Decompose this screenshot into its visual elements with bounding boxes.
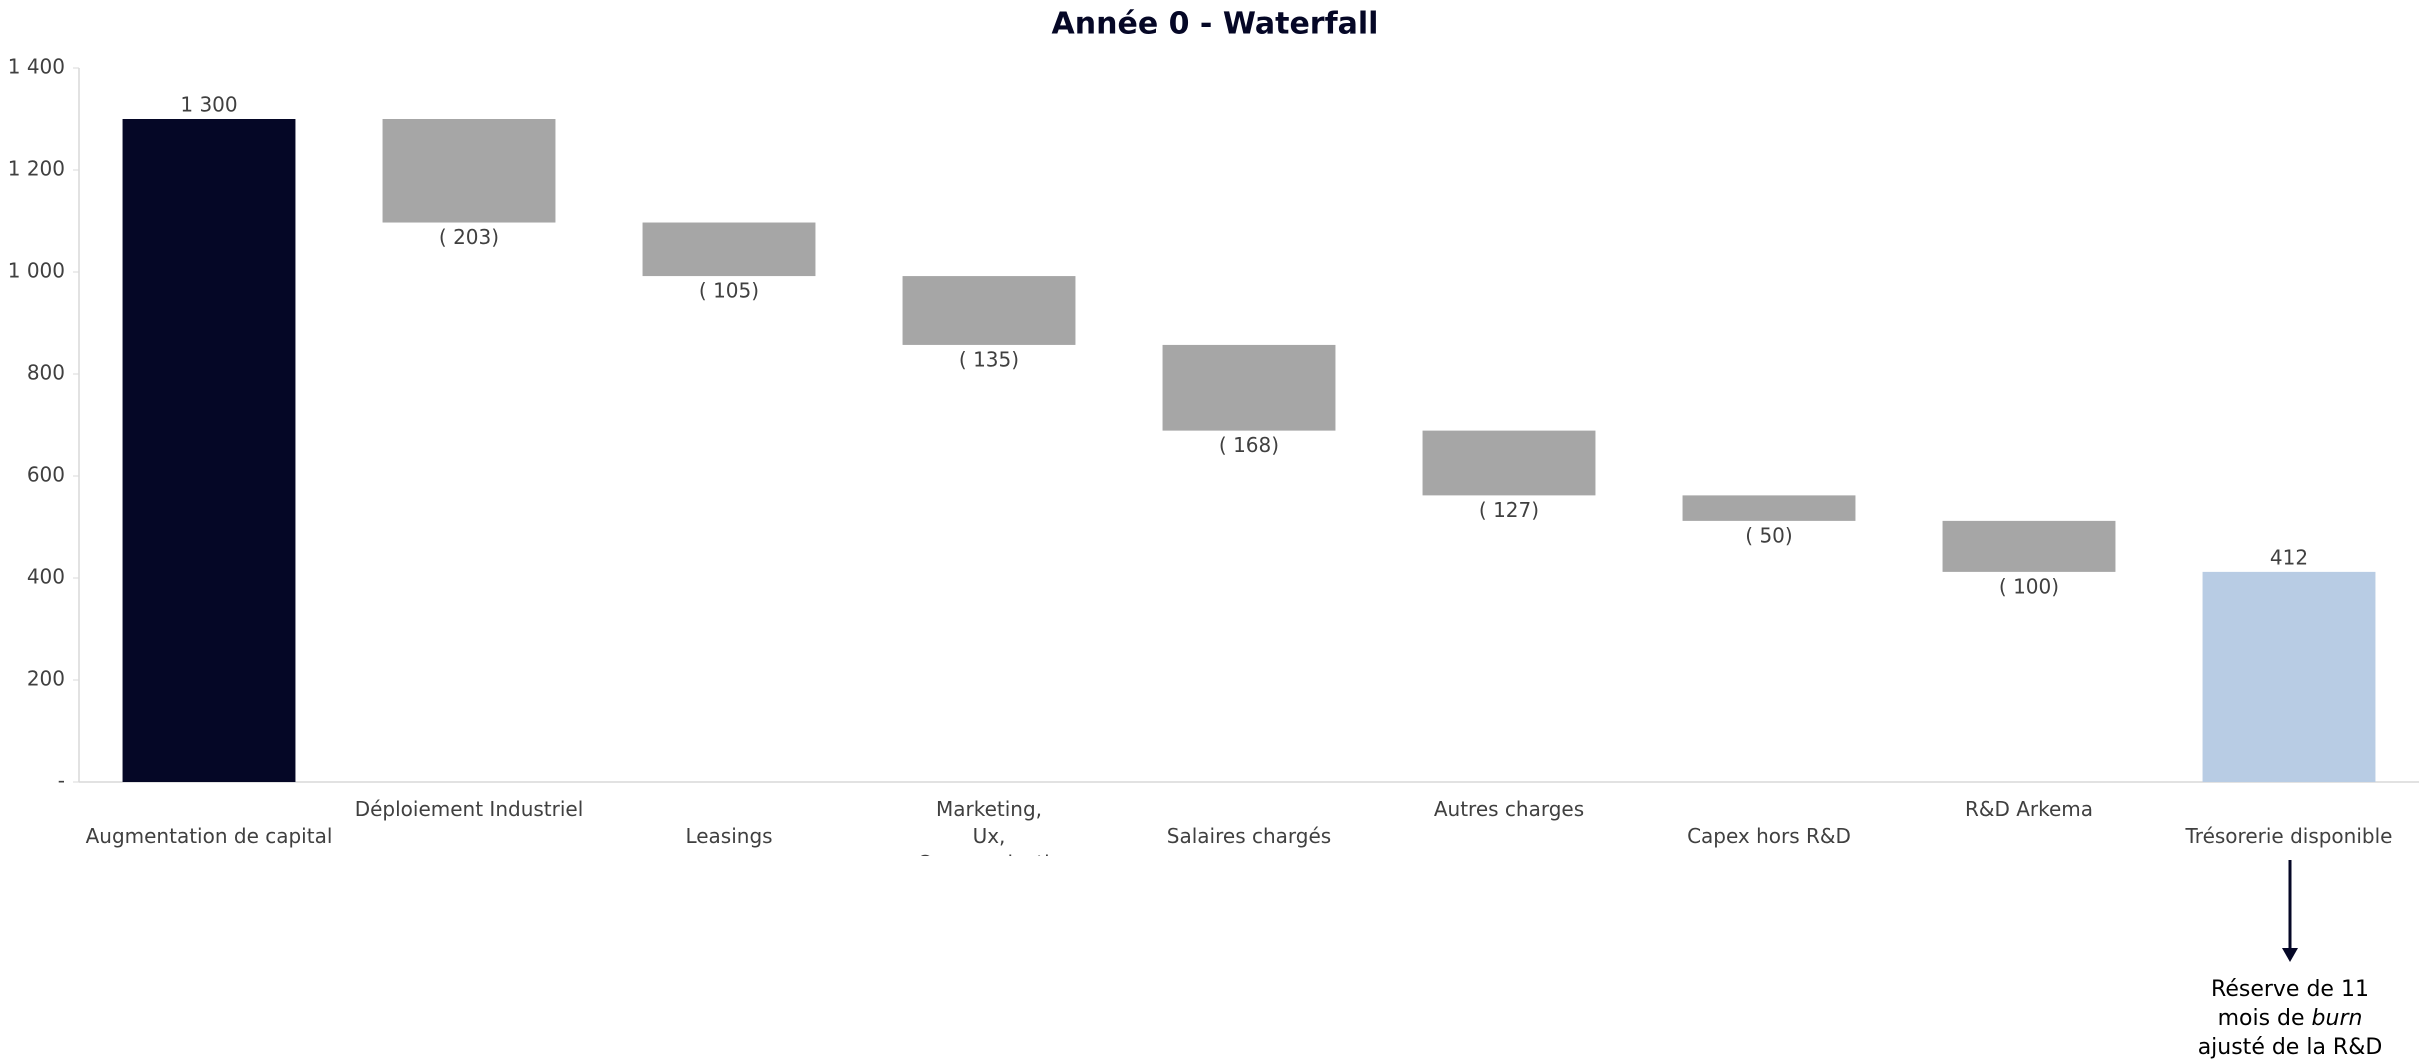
bar xyxy=(1942,520,2116,572)
x-tick-label: Marketing, Ux, Communication xyxy=(917,797,1075,856)
bar xyxy=(382,119,556,223)
x-tick-label: Capex hors R&D xyxy=(1687,824,1851,848)
y-tick-label: 1 200 xyxy=(8,157,65,181)
y-tick-label: 800 xyxy=(27,361,65,385)
x-tick-label-box: Trésorerie disponible xyxy=(2185,824,2393,848)
x-tick-label: Augmentation de capital xyxy=(85,824,333,848)
x-tick-label: Salaires chargés xyxy=(1166,824,1332,848)
x-tick-label-box: R&D Arkema xyxy=(1964,797,2094,821)
annotation-line: Réserve de 11 xyxy=(2211,977,2369,1002)
x-tick-label: Déploiement Industriel xyxy=(354,797,584,821)
value-label: ( 100) xyxy=(1999,574,2059,598)
bar xyxy=(1422,430,1596,496)
bar xyxy=(2202,571,2376,782)
x-tick-label-box: Capex hors R&D xyxy=(1687,824,1851,848)
value-label: ( 105) xyxy=(699,279,759,303)
bar xyxy=(1162,344,1336,431)
x-tick-label: Trésorerie disponible xyxy=(2185,824,2393,848)
annotation-emphasis: burn xyxy=(2311,1006,2363,1031)
y-tick-label: 600 xyxy=(27,463,65,487)
x-tick-label-box: Augmentation de capital xyxy=(85,824,333,848)
x-tick-label: Leasings xyxy=(685,824,773,848)
x-tick-label-box: Leasings xyxy=(685,824,773,848)
value-label: ( 203) xyxy=(439,225,499,249)
annotation-line: ajusté de la R&D xyxy=(2197,1035,2383,1060)
chart-title: Année 0 - Waterfall xyxy=(1052,7,1379,42)
y-tick-label: 400 xyxy=(27,565,65,589)
value-label: ( 168) xyxy=(1219,433,1279,457)
value-label: ( 50) xyxy=(1745,523,1792,547)
y-tick-label: 1 400 xyxy=(8,55,65,79)
y-tick-label: 200 xyxy=(27,667,65,691)
annotation: Réserve de 11 mois de burn ajusté de la R&… xyxy=(2190,975,2390,1062)
bar xyxy=(902,276,1076,345)
x-tick-label-box: Marketing, Ux, Communication xyxy=(917,797,1075,856)
value-label: ( 135) xyxy=(959,347,1019,371)
value-label: 1 300 xyxy=(180,93,237,117)
annotation-arrowhead xyxy=(2282,948,2298,962)
x-tick-label-box: Autres charges xyxy=(1433,797,1585,821)
x-tick-label: Autres charges xyxy=(1433,797,1585,821)
bar xyxy=(1682,495,1856,521)
value-label: ( 127) xyxy=(1479,498,1539,522)
x-tick-label: R&D Arkema xyxy=(1964,797,2094,821)
x-tick-label-box: Déploiement Industriel xyxy=(354,797,584,821)
value-label: 412 xyxy=(2270,545,2308,569)
bar xyxy=(122,119,296,782)
y-tick-label: 1 000 xyxy=(8,259,65,283)
bar xyxy=(642,222,816,277)
annotation-line: mois de xyxy=(2217,1006,2305,1031)
x-tick-label-box: Salaires chargés xyxy=(1166,824,1332,848)
y-tick-label: - xyxy=(58,769,65,793)
